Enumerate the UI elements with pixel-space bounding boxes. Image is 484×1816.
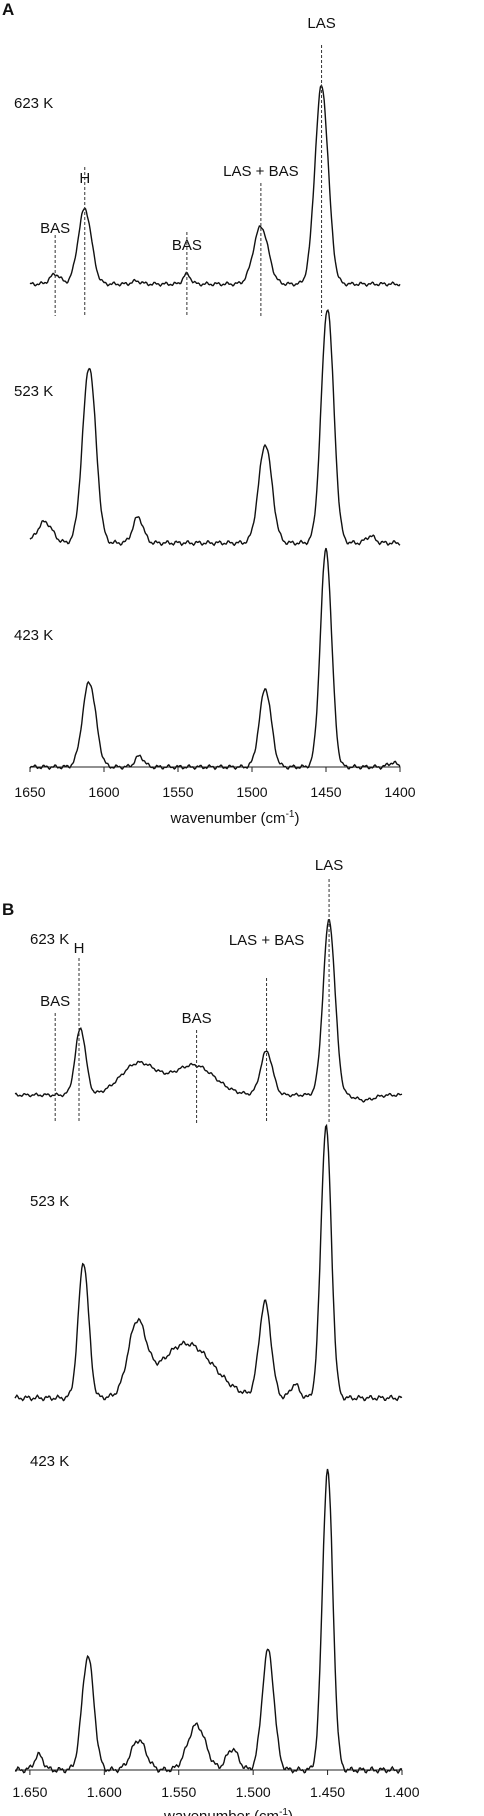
peak-annotation: BAS bbox=[40, 220, 70, 237]
series-label: 523 K bbox=[14, 383, 53, 400]
x-tick-label: 1.650 bbox=[12, 1784, 47, 1800]
peak-annotation: BAS bbox=[40, 993, 70, 1010]
spectrum-trace bbox=[14, 1123, 403, 1402]
x-tick-label: 1.400 bbox=[384, 1784, 419, 1800]
x-tick-label: 1500 bbox=[236, 784, 267, 800]
panel-label-b: B bbox=[2, 900, 15, 919]
peak-annotation: H bbox=[74, 940, 85, 957]
series-label: 423 K bbox=[30, 1453, 69, 1470]
spectrum-trace bbox=[29, 84, 401, 287]
peak-annotation: H bbox=[79, 170, 90, 187]
x-tick-label: 1.600 bbox=[87, 1784, 122, 1800]
peak-annotation: LAS + BAS bbox=[229, 932, 304, 949]
x-tick-label: 1.500 bbox=[236, 1784, 271, 1800]
peak-annotation: BAS bbox=[182, 1010, 212, 1027]
spectrum-trace bbox=[14, 1468, 403, 1775]
series-label: 623 K bbox=[30, 931, 69, 948]
peak-annotation: LAS + BAS bbox=[223, 163, 298, 180]
x-tick-label: 1450 bbox=[310, 784, 341, 800]
series-label: 523 K bbox=[30, 1193, 69, 1210]
x-axis-title: wavenumber (cm-1) bbox=[170, 809, 300, 827]
peak-annotation: LAS bbox=[315, 857, 343, 874]
panel-label-a: A bbox=[2, 0, 15, 19]
series-label: 623 K bbox=[14, 95, 53, 112]
x-tick-label: 1650 bbox=[14, 784, 45, 800]
peak-annotation: LAS bbox=[307, 15, 335, 32]
series-label: 423 K bbox=[14, 627, 53, 644]
x-tick-label: 1550 bbox=[162, 784, 193, 800]
x-tick-label: 1400 bbox=[384, 784, 415, 800]
spectrum-trace bbox=[29, 547, 401, 771]
x-axis-title: wavenumber (cm-1) bbox=[163, 1807, 293, 1816]
x-tick-label: 1.450 bbox=[310, 1784, 345, 1800]
peak-annotation: BAS bbox=[172, 237, 202, 254]
spectrum-trace bbox=[29, 308, 401, 547]
x-tick-label: 1600 bbox=[88, 784, 119, 800]
x-tick-label: 1.550 bbox=[161, 1784, 196, 1800]
